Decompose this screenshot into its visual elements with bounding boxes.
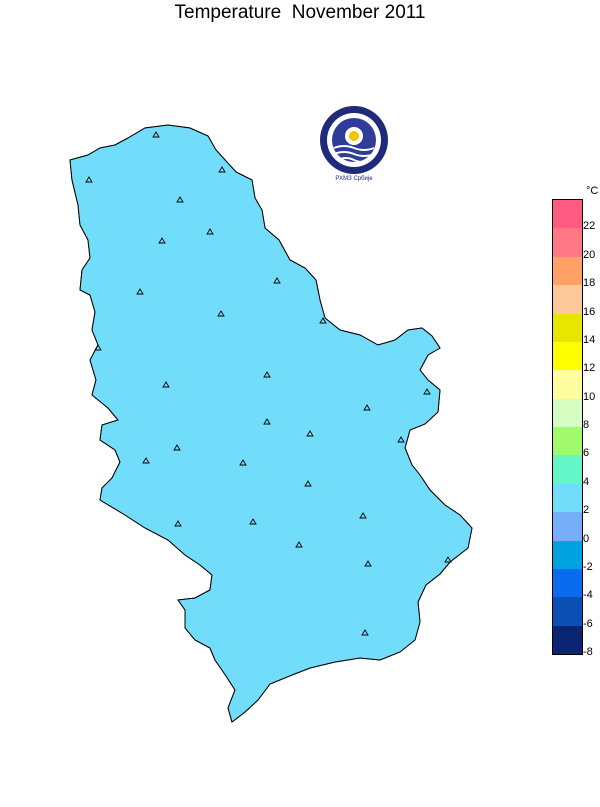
map-title: Temperature November 2011 bbox=[174, 2, 426, 23]
legend-tick-label: 20 bbox=[583, 248, 596, 261]
legend-tick-label: 8 bbox=[583, 419, 590, 431]
legend-tick-label: 10 bbox=[583, 390, 596, 403]
station-marker-icon bbox=[263, 371, 271, 378]
legend-swatch bbox=[553, 568, 582, 598]
legend-swatch bbox=[553, 427, 582, 456]
legend-tick-label: -6 bbox=[583, 617, 593, 630]
legend-tick-label: 14 bbox=[583, 333, 596, 346]
station-marker-icon bbox=[306, 430, 314, 437]
station-marker-icon bbox=[218, 166, 226, 173]
legend-tick-label: -2 bbox=[583, 560, 593, 573]
station-marker-icon bbox=[206, 228, 214, 235]
legend-tick-label: 4 bbox=[583, 475, 590, 488]
logo-emblem-icon: РХМЗ Србије bbox=[320, 106, 388, 182]
legend-tick-label: 12 bbox=[583, 362, 596, 375]
station-marker-icon bbox=[174, 520, 182, 527]
station-marker-icon bbox=[152, 131, 160, 138]
legend-swatch bbox=[553, 483, 582, 513]
station-marker-icon bbox=[273, 277, 281, 284]
legend-swatch bbox=[553, 341, 582, 371]
legend-colorbar bbox=[552, 199, 583, 655]
station-markers bbox=[85, 131, 452, 636]
station-marker-icon bbox=[263, 418, 271, 425]
legend-swatch bbox=[553, 597, 582, 626]
station-marker-icon bbox=[249, 518, 257, 525]
station-marker-icon bbox=[363, 404, 371, 411]
station-marker-icon bbox=[359, 512, 367, 519]
legend-swatch bbox=[553, 398, 582, 427]
station-marker-icon bbox=[444, 556, 452, 563]
legend-tick-label: 16 bbox=[583, 305, 596, 318]
legend-tick-label: 0 bbox=[583, 532, 590, 545]
svg-text:РХМЗ Србије: РХМЗ Србије bbox=[335, 176, 373, 182]
legend-tick-label: 22 bbox=[583, 220, 596, 233]
legend-swatch bbox=[553, 625, 582, 654]
legend-tick-label: 18 bbox=[583, 277, 596, 290]
station-marker-icon bbox=[423, 388, 431, 395]
legend-swatch bbox=[553, 370, 582, 399]
station-marker-icon bbox=[142, 457, 150, 464]
legend-swatch bbox=[553, 512, 582, 541]
station-marker-icon bbox=[176, 196, 184, 203]
station-marker-icon bbox=[304, 480, 312, 487]
legend-tick-label: -8 bbox=[583, 646, 593, 658]
station-marker-icon bbox=[136, 288, 144, 295]
legend-unit: °C bbox=[586, 185, 599, 197]
legend-swatch bbox=[553, 540, 582, 569]
station-marker-icon bbox=[295, 541, 303, 548]
station-marker-icon bbox=[162, 381, 170, 388]
legend-swatch bbox=[553, 200, 582, 229]
station-marker-icon bbox=[397, 436, 405, 443]
station-marker-icon bbox=[173, 444, 181, 451]
legend-swatch bbox=[553, 313, 582, 342]
legend-swatch bbox=[553, 455, 582, 484]
legend-swatch bbox=[553, 256, 582, 286]
station-marker-icon bbox=[85, 176, 93, 183]
station-marker-icon bbox=[364, 560, 372, 567]
legend-tick-label: -4 bbox=[583, 589, 593, 602]
legend-swatch bbox=[553, 285, 582, 314]
station-marker-icon bbox=[217, 310, 225, 317]
station-marker-icon bbox=[361, 629, 369, 636]
legend-swatch bbox=[553, 228, 582, 257]
station-marker-icon bbox=[158, 237, 166, 244]
station-marker-icon bbox=[239, 459, 247, 466]
station-marker-icon bbox=[319, 317, 327, 324]
rhmz-logo: РХМЗ Србије bbox=[316, 106, 392, 182]
station-marker-icon bbox=[94, 344, 102, 351]
legend-tick-label: 2 bbox=[583, 504, 590, 517]
legend-tick-label: 6 bbox=[583, 447, 590, 460]
